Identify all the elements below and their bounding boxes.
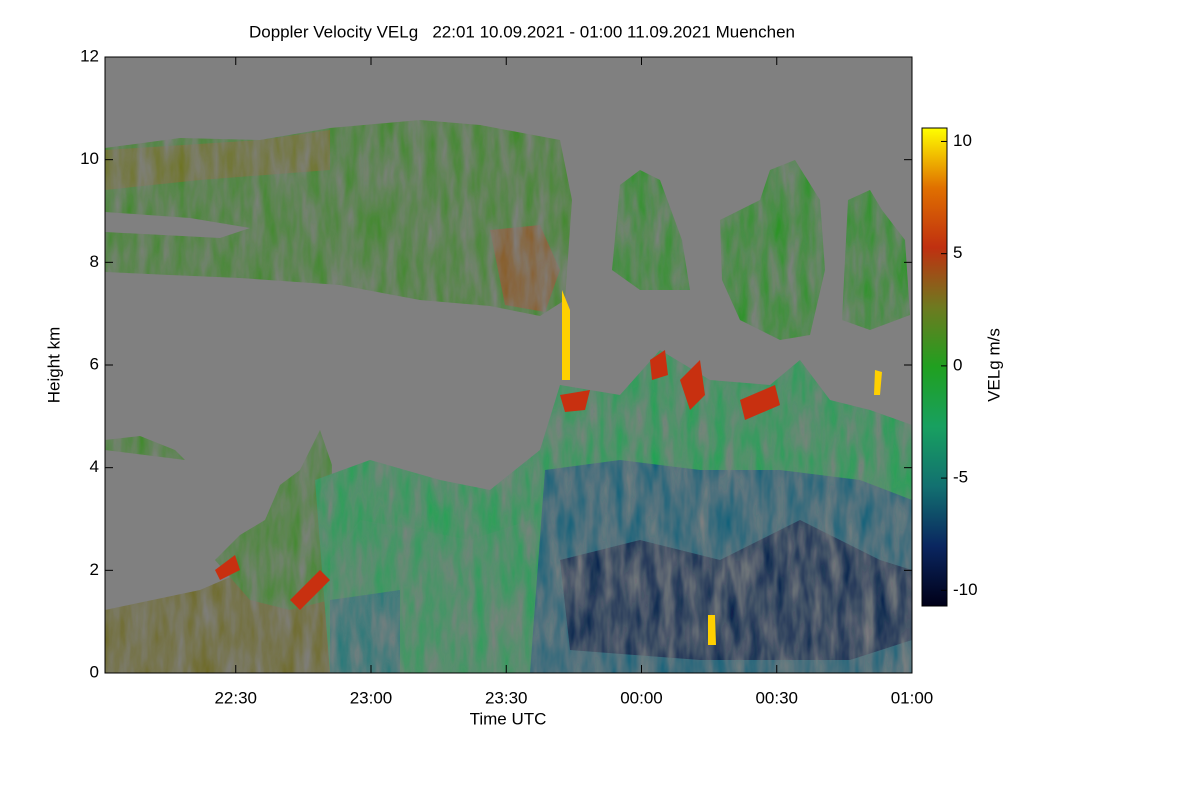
colorbar-tick-label: -10 (953, 580, 978, 599)
y-tick-label: 6 (90, 354, 99, 373)
y-tick-label: 10 (80, 149, 99, 168)
y-tick-label: 12 (80, 46, 99, 65)
colorbar-label: VELg m/s (984, 328, 1003, 402)
y-tick-label: 0 (90, 662, 99, 681)
y-tick-label: 2 (90, 560, 99, 579)
x-tick-label: 22:30 (214, 688, 257, 707)
colorbar-tick-label: 10 (953, 131, 972, 150)
radar-echo (105, 120, 912, 673)
colorbar-tick-label: 0 (953, 355, 962, 374)
y-tick-label: 4 (90, 457, 99, 476)
x-axis-label: Time UTC (470, 709, 547, 728)
colorbar (921, 127, 948, 607)
y-axis-label: Height km (44, 327, 63, 404)
colorbar-tick-label: 5 (953, 243, 962, 262)
x-tick-label: 00:00 (620, 688, 663, 707)
x-tick-label: 23:00 (350, 688, 393, 707)
colorbar-tick-label: -5 (953, 468, 968, 487)
x-tick-label: 01:00 (891, 688, 934, 707)
y-tick-label: 8 (90, 252, 99, 271)
x-tick-label: 23:30 (485, 688, 528, 707)
x-tick-label: 00:30 (755, 688, 798, 707)
chart-title: Doppler Velocity VELg 22:01 10.09.2021 -… (249, 22, 795, 41)
